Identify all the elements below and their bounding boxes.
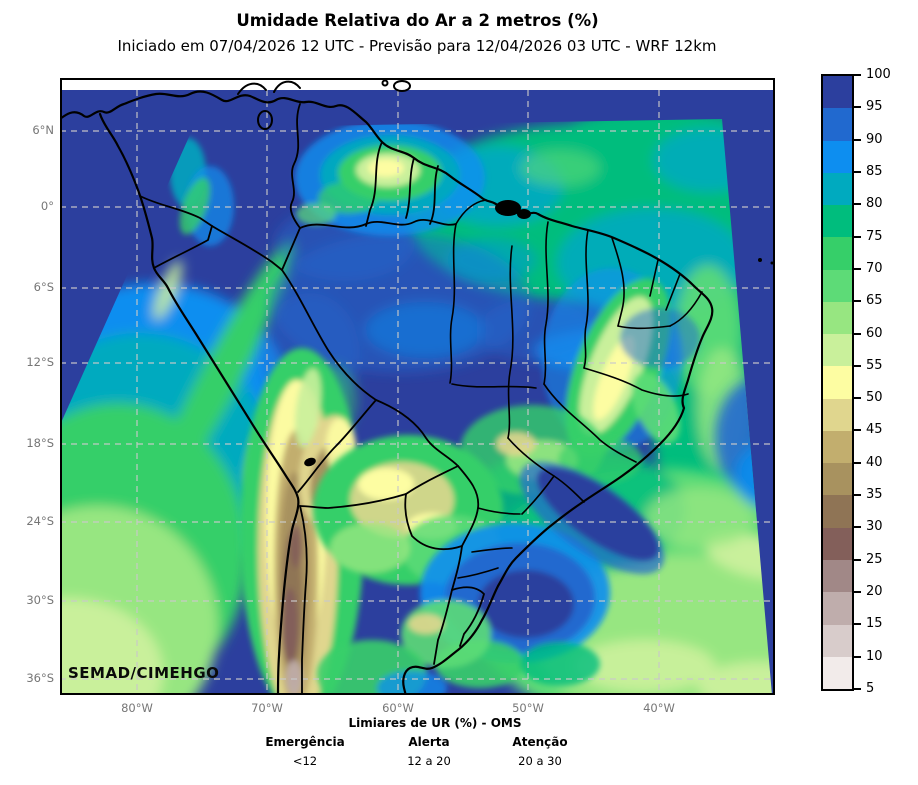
colorbar-segment-25-30 xyxy=(823,527,852,560)
threshold-value: 12 a 20 xyxy=(407,754,451,768)
colorbar-segment-10-15 xyxy=(823,624,852,657)
colorbar-tick-value: 70 xyxy=(866,260,883,276)
threshold-label: Alerta xyxy=(408,735,450,749)
threshold-label: Atenção xyxy=(512,735,568,749)
colorbar-tick-value: 35 xyxy=(866,487,883,503)
colorbar-tick xyxy=(854,591,861,594)
colorbar-segment-65-70 xyxy=(823,269,852,302)
colorbar-segment-85-90 xyxy=(823,140,852,173)
lat-tick-label: 24°S xyxy=(26,514,54,528)
colorbar-tick-value: 60 xyxy=(866,325,883,341)
colorbar-tick xyxy=(854,138,861,141)
colorbar-segment-95-100 xyxy=(823,76,852,109)
lon-tick-label: 80°W xyxy=(121,701,153,715)
colorbar-tick-value: 5 xyxy=(866,681,875,696)
colorbar-segment-80-85 xyxy=(823,172,852,206)
colorbar-segment-5-10 xyxy=(823,656,852,690)
colorbar-tick xyxy=(854,300,861,303)
colorbar-tick xyxy=(854,558,861,561)
lon-tick-label: 70°W xyxy=(251,701,283,715)
colorbar-tick xyxy=(854,623,861,626)
thresholds-title: Limiares de UR (%) - OMS xyxy=(348,716,522,730)
colorbar xyxy=(821,74,854,691)
colorbar-tick xyxy=(854,461,861,464)
colorbar-segment-40-45 xyxy=(823,430,852,464)
colorbar-segment-75-80 xyxy=(823,205,852,238)
lat-tick-label: 0° xyxy=(40,199,54,213)
colorbar-tick-value: 85 xyxy=(866,163,883,179)
colorbar-segment-70-75 xyxy=(823,237,852,270)
map-watermark: SEMAD/CIMEHGO xyxy=(68,664,220,682)
colorbar-tick-value: 100 xyxy=(866,67,891,82)
colorbar-tick-value: 45 xyxy=(866,422,883,438)
colorbar-tick-value: 95 xyxy=(866,99,883,115)
colorbar-tick-value: 10 xyxy=(866,648,883,664)
colorbar-tick xyxy=(854,526,861,529)
colorbar-segment-55-60 xyxy=(823,334,852,367)
threshold-alerta: Alerta 12 a 20 xyxy=(407,735,451,768)
colorbar-tick xyxy=(854,364,861,367)
colorbar-tick-value: 65 xyxy=(866,293,883,309)
lat-tick-label: 18°S xyxy=(26,436,54,450)
colorbar-tick xyxy=(854,170,861,173)
chart-title: Umidade Relativa do Ar a 2 metros (%) xyxy=(236,11,599,30)
lat-tick-label: 6°S xyxy=(33,280,54,294)
colorbar-tick xyxy=(854,267,861,270)
colorbar-tick xyxy=(854,74,861,76)
colorbar-tick-value: 55 xyxy=(866,357,883,373)
no-data-band xyxy=(60,78,775,90)
colorbar-tick-value: 30 xyxy=(866,519,883,535)
colorbar-segment-50-55 xyxy=(823,366,852,399)
colorbar-segment-20-25 xyxy=(823,559,852,593)
colorbar-tick xyxy=(854,332,861,335)
lon-tick-label: 40°W xyxy=(643,701,675,715)
colorbar-tick-value: 80 xyxy=(866,196,883,212)
map-frame xyxy=(60,78,775,695)
lat-tick-label: 12°S xyxy=(26,355,54,369)
threshold-value: <12 xyxy=(292,754,318,768)
threshold-label: Emergência xyxy=(265,735,345,749)
colorbar-segment-60-65 xyxy=(823,301,852,335)
colorbar-tick-value: 15 xyxy=(866,616,883,632)
lat-tick-label: 6°N xyxy=(32,123,54,137)
humidity-field xyxy=(60,119,772,695)
colorbar-tick-value: 25 xyxy=(866,551,883,567)
colorbar-tick-value: 90 xyxy=(866,131,883,147)
graticule-grid xyxy=(60,90,775,695)
colorbar-tick xyxy=(854,688,861,690)
colorbar-tick-value: 75 xyxy=(866,228,883,244)
colorbar-tick xyxy=(854,235,861,238)
colorbar-tick-value: 50 xyxy=(866,390,883,406)
lon-tick-label: 50°W xyxy=(512,701,544,715)
colorbar-segment-30-35 xyxy=(823,495,852,528)
colorbar-segment-90-95 xyxy=(823,108,852,141)
lat-tick-label: 30°S xyxy=(26,593,54,607)
colorbar-tick xyxy=(854,106,861,109)
colorbar-tick xyxy=(854,494,861,497)
colorbar-tick xyxy=(854,429,861,432)
threshold-atencao: Atenção 20 a 30 xyxy=(512,735,567,768)
colorbar-tick xyxy=(854,655,861,658)
map-area: SEMAD/CIMEHGO xyxy=(60,78,775,695)
colorbar-segment-15-20 xyxy=(823,592,852,625)
colorbar-tick xyxy=(854,397,861,400)
colorbar-tick-value: 20 xyxy=(866,584,883,600)
coastline-borders xyxy=(60,79,774,695)
colorbar-segment-35-40 xyxy=(823,463,852,496)
threshold-emergencia: Emergência <12 xyxy=(265,735,344,768)
threshold-value: 20 a 30 xyxy=(518,754,562,768)
colorbar-tick xyxy=(854,203,861,206)
lat-tick-label: 36°S xyxy=(26,671,54,685)
lon-tick-label: 60°W xyxy=(382,701,414,715)
map-canvas xyxy=(60,78,775,695)
chart-subtitle: Iniciado em 07/04/2026 12 UTC - Previsão… xyxy=(117,37,717,55)
colorbar-tick-value: 40 xyxy=(866,454,883,470)
colorbar-segment-45-50 xyxy=(823,398,852,431)
